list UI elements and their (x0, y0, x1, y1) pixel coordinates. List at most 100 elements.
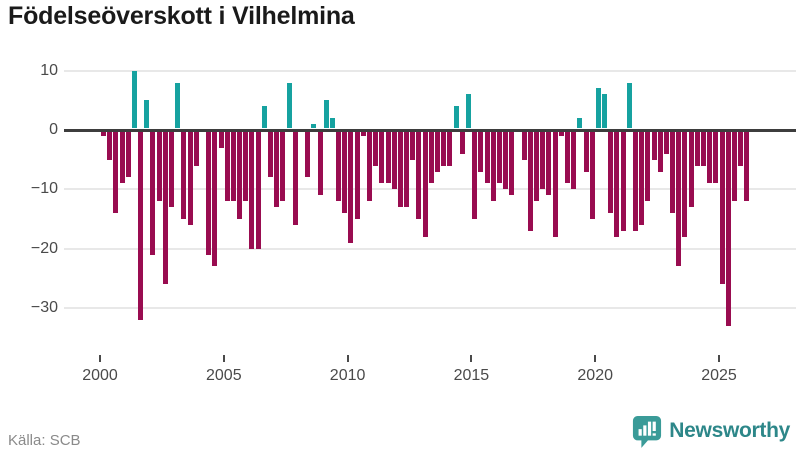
x-axis-tick (222, 355, 225, 362)
bar-2023K2 (676, 131, 682, 267)
bar-2022K3 (657, 131, 663, 172)
bar-2006K3 (261, 106, 267, 129)
newsworthy-brand: Newsworthy (632, 414, 790, 448)
newsworthy-logo-icon (633, 416, 662, 448)
zero-axis-line (64, 128, 796, 132)
bar-2003K4 (193, 131, 199, 166)
x-axis-tick (346, 355, 349, 362)
bar-2025K4 (738, 131, 744, 166)
bar-2013K4 (441, 131, 447, 166)
bar-2025K2 (725, 131, 731, 326)
y-axis-label: −10 (30, 180, 58, 198)
page-title: Födelseöverskott i Vilhelmina (8, 2, 355, 30)
bar-2015K2 (478, 131, 484, 172)
bar-2012K2 (404, 131, 410, 208)
bar-2016K3 (509, 131, 515, 196)
bar-2025K3 (731, 131, 737, 202)
bar-2013K3 (435, 131, 441, 172)
bar-2004K4 (218, 131, 224, 148)
bar-2007K1 (274, 131, 280, 208)
x-axis-tick (470, 355, 473, 362)
bar-2022K2 (651, 131, 657, 160)
x-axis-tick (594, 355, 597, 362)
bar-2020K3 (608, 131, 614, 214)
bar-2025K1 (719, 131, 725, 285)
bar-2002K1 (150, 131, 156, 255)
bar-2015K3 (484, 131, 490, 184)
bar-2021K1 (620, 131, 626, 231)
y-axis-label: 0 (49, 121, 58, 138)
bar-2018K2 (552, 131, 558, 237)
bar-2020K2 (602, 94, 608, 129)
bar-2024K1 (694, 131, 700, 166)
bar-2024K4 (713, 131, 719, 184)
y-axis-label: −30 (30, 298, 58, 316)
bar-2019K1 (571, 131, 577, 190)
bar-2011K1 (373, 131, 379, 166)
bar-2013K2 (428, 131, 434, 184)
bar-2007K2 (280, 131, 286, 202)
x-axis-tick (718, 355, 720, 362)
bar-2010K1 (348, 131, 354, 243)
bar-2022K4 (663, 131, 669, 154)
bar-2006K4 (268, 131, 274, 178)
gridline (64, 69, 796, 72)
bar-2024K3 (707, 131, 713, 184)
bar-2010K2 (354, 131, 360, 219)
bar-2006K1 (249, 131, 255, 249)
x-axis-tick (99, 355, 101, 362)
bar-2013K1 (422, 131, 428, 237)
bar-2023K4 (688, 131, 694, 208)
x-axis-label: 2000 (82, 367, 118, 384)
bar-2018K1 (546, 131, 552, 196)
x-axis-label: 2025 (701, 367, 737, 384)
bar-2006K2 (255, 131, 261, 249)
bar-2008K2 (305, 131, 311, 178)
bar-2015K1 (472, 131, 478, 219)
bar-2014K2 (453, 106, 459, 129)
bar-2005K2 (230, 131, 236, 202)
y-axis-label: −20 (30, 239, 58, 257)
bar-2009K2 (329, 118, 335, 129)
bar-2016K1 (496, 131, 502, 184)
bar-2017K4 (540, 131, 546, 190)
bar-2011K3 (385, 131, 391, 184)
bar-2012K1 (397, 131, 403, 208)
bar-2011K2 (379, 131, 385, 184)
x-axis-label: 2015 (453, 367, 490, 384)
bar-2000K1 (101, 131, 106, 136)
bar-2021K3 (632, 131, 638, 231)
bar-2001K2 (131, 70, 137, 129)
bar-2004K2 (206, 131, 212, 255)
bar-2016K2 (503, 131, 509, 190)
bar-2021K2 (626, 82, 632, 129)
bar-2014K3 (459, 131, 465, 154)
bar-2026K1 (744, 131, 750, 202)
bar-2003K2 (181, 131, 187, 219)
bar-2015K4 (490, 131, 496, 202)
bar-2022K1 (645, 131, 651, 202)
bar-2007K3 (286, 82, 292, 129)
bar-2011K4 (391, 131, 397, 190)
gridline (64, 188, 796, 191)
bar-2005K3 (237, 131, 243, 219)
bar-2019K3 (583, 131, 589, 172)
bar-2017K3 (534, 131, 540, 202)
bar-2001K1 (125, 131, 131, 178)
bar-2010K3 (360, 131, 366, 136)
bar-2004K3 (212, 131, 218, 267)
bar-2005K4 (243, 131, 249, 202)
bar-2003K1 (175, 82, 181, 129)
bar-2003K3 (187, 131, 193, 225)
bar-2012K4 (416, 131, 422, 219)
x-axis-label: 2010 (329, 367, 366, 384)
bar-2009K4 (342, 131, 348, 214)
bar-2018K3 (558, 131, 564, 136)
bar-2001K3 (138, 131, 144, 320)
bar-2018K4 (564, 131, 570, 184)
bar-2024K2 (701, 131, 707, 166)
bar-2019K4 (589, 131, 595, 219)
bar-2001K4 (144, 100, 150, 129)
bar-2017K2 (527, 131, 533, 231)
